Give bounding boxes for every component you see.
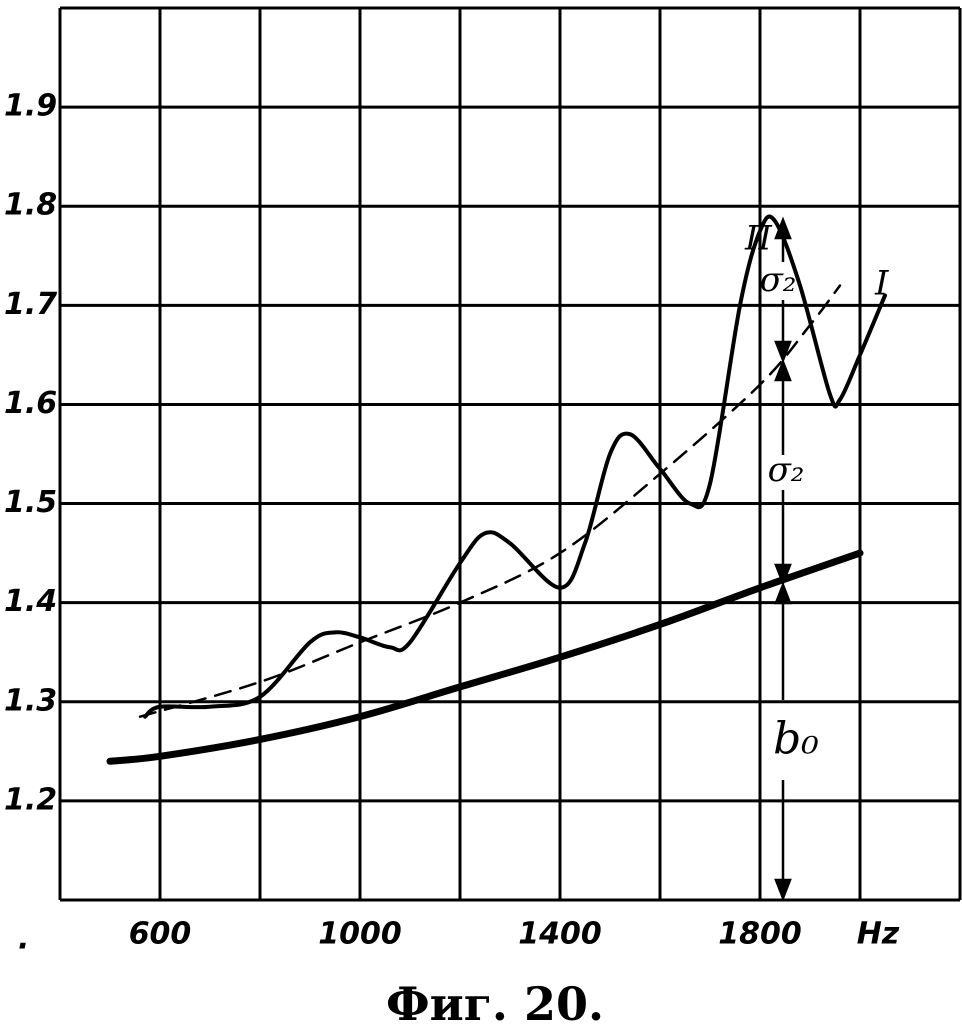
y-tick-label: 1.2	[4, 782, 57, 817]
y-tick-label: 1.5	[4, 485, 57, 520]
x-tick-label: 1400	[518, 917, 602, 952]
annotation: b₀	[773, 714, 819, 765]
y-tick-label: 1.9	[4, 89, 57, 124]
series-label: II	[744, 219, 772, 259]
x-tick-label: 600	[129, 917, 192, 952]
annotation: σ₂	[768, 450, 805, 490]
line-series	[143, 214, 887, 719]
y-tick-label: 1.7	[4, 287, 57, 322]
y-tick-label: 1.4	[4, 584, 57, 619]
x-tick-label: 1000	[318, 917, 402, 952]
caption: Фиг. 20.	[386, 977, 604, 1030]
y-tick-label: 1.8	[4, 188, 57, 223]
y-tick-label: 1.3	[4, 683, 57, 718]
annotation: σ₂	[760, 260, 797, 300]
x-tick-label: 1800	[718, 917, 802, 952]
series-label: I	[874, 263, 889, 303]
line-series	[138, 284, 842, 718]
line-series	[106, 549, 864, 765]
x-unit: Hz	[857, 917, 900, 952]
dot: .	[18, 922, 29, 957]
y-tick-label: 1.6	[4, 386, 57, 421]
dimension-arrows	[774, 216, 792, 902]
